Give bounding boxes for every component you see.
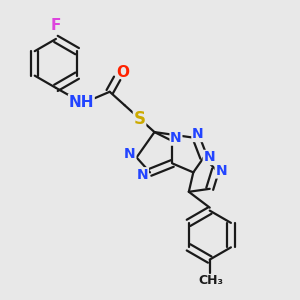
Text: N: N (137, 168, 148, 182)
Text: N: N (215, 164, 227, 178)
Text: N: N (124, 148, 136, 161)
Text: N: N (192, 128, 204, 142)
Text: NH: NH (69, 95, 94, 110)
Text: O: O (116, 65, 129, 80)
Text: S: S (134, 110, 146, 128)
Text: F: F (51, 18, 61, 33)
Text: CH₃: CH₃ (199, 274, 224, 287)
Text: N: N (170, 131, 182, 145)
Text: N: N (203, 151, 215, 164)
